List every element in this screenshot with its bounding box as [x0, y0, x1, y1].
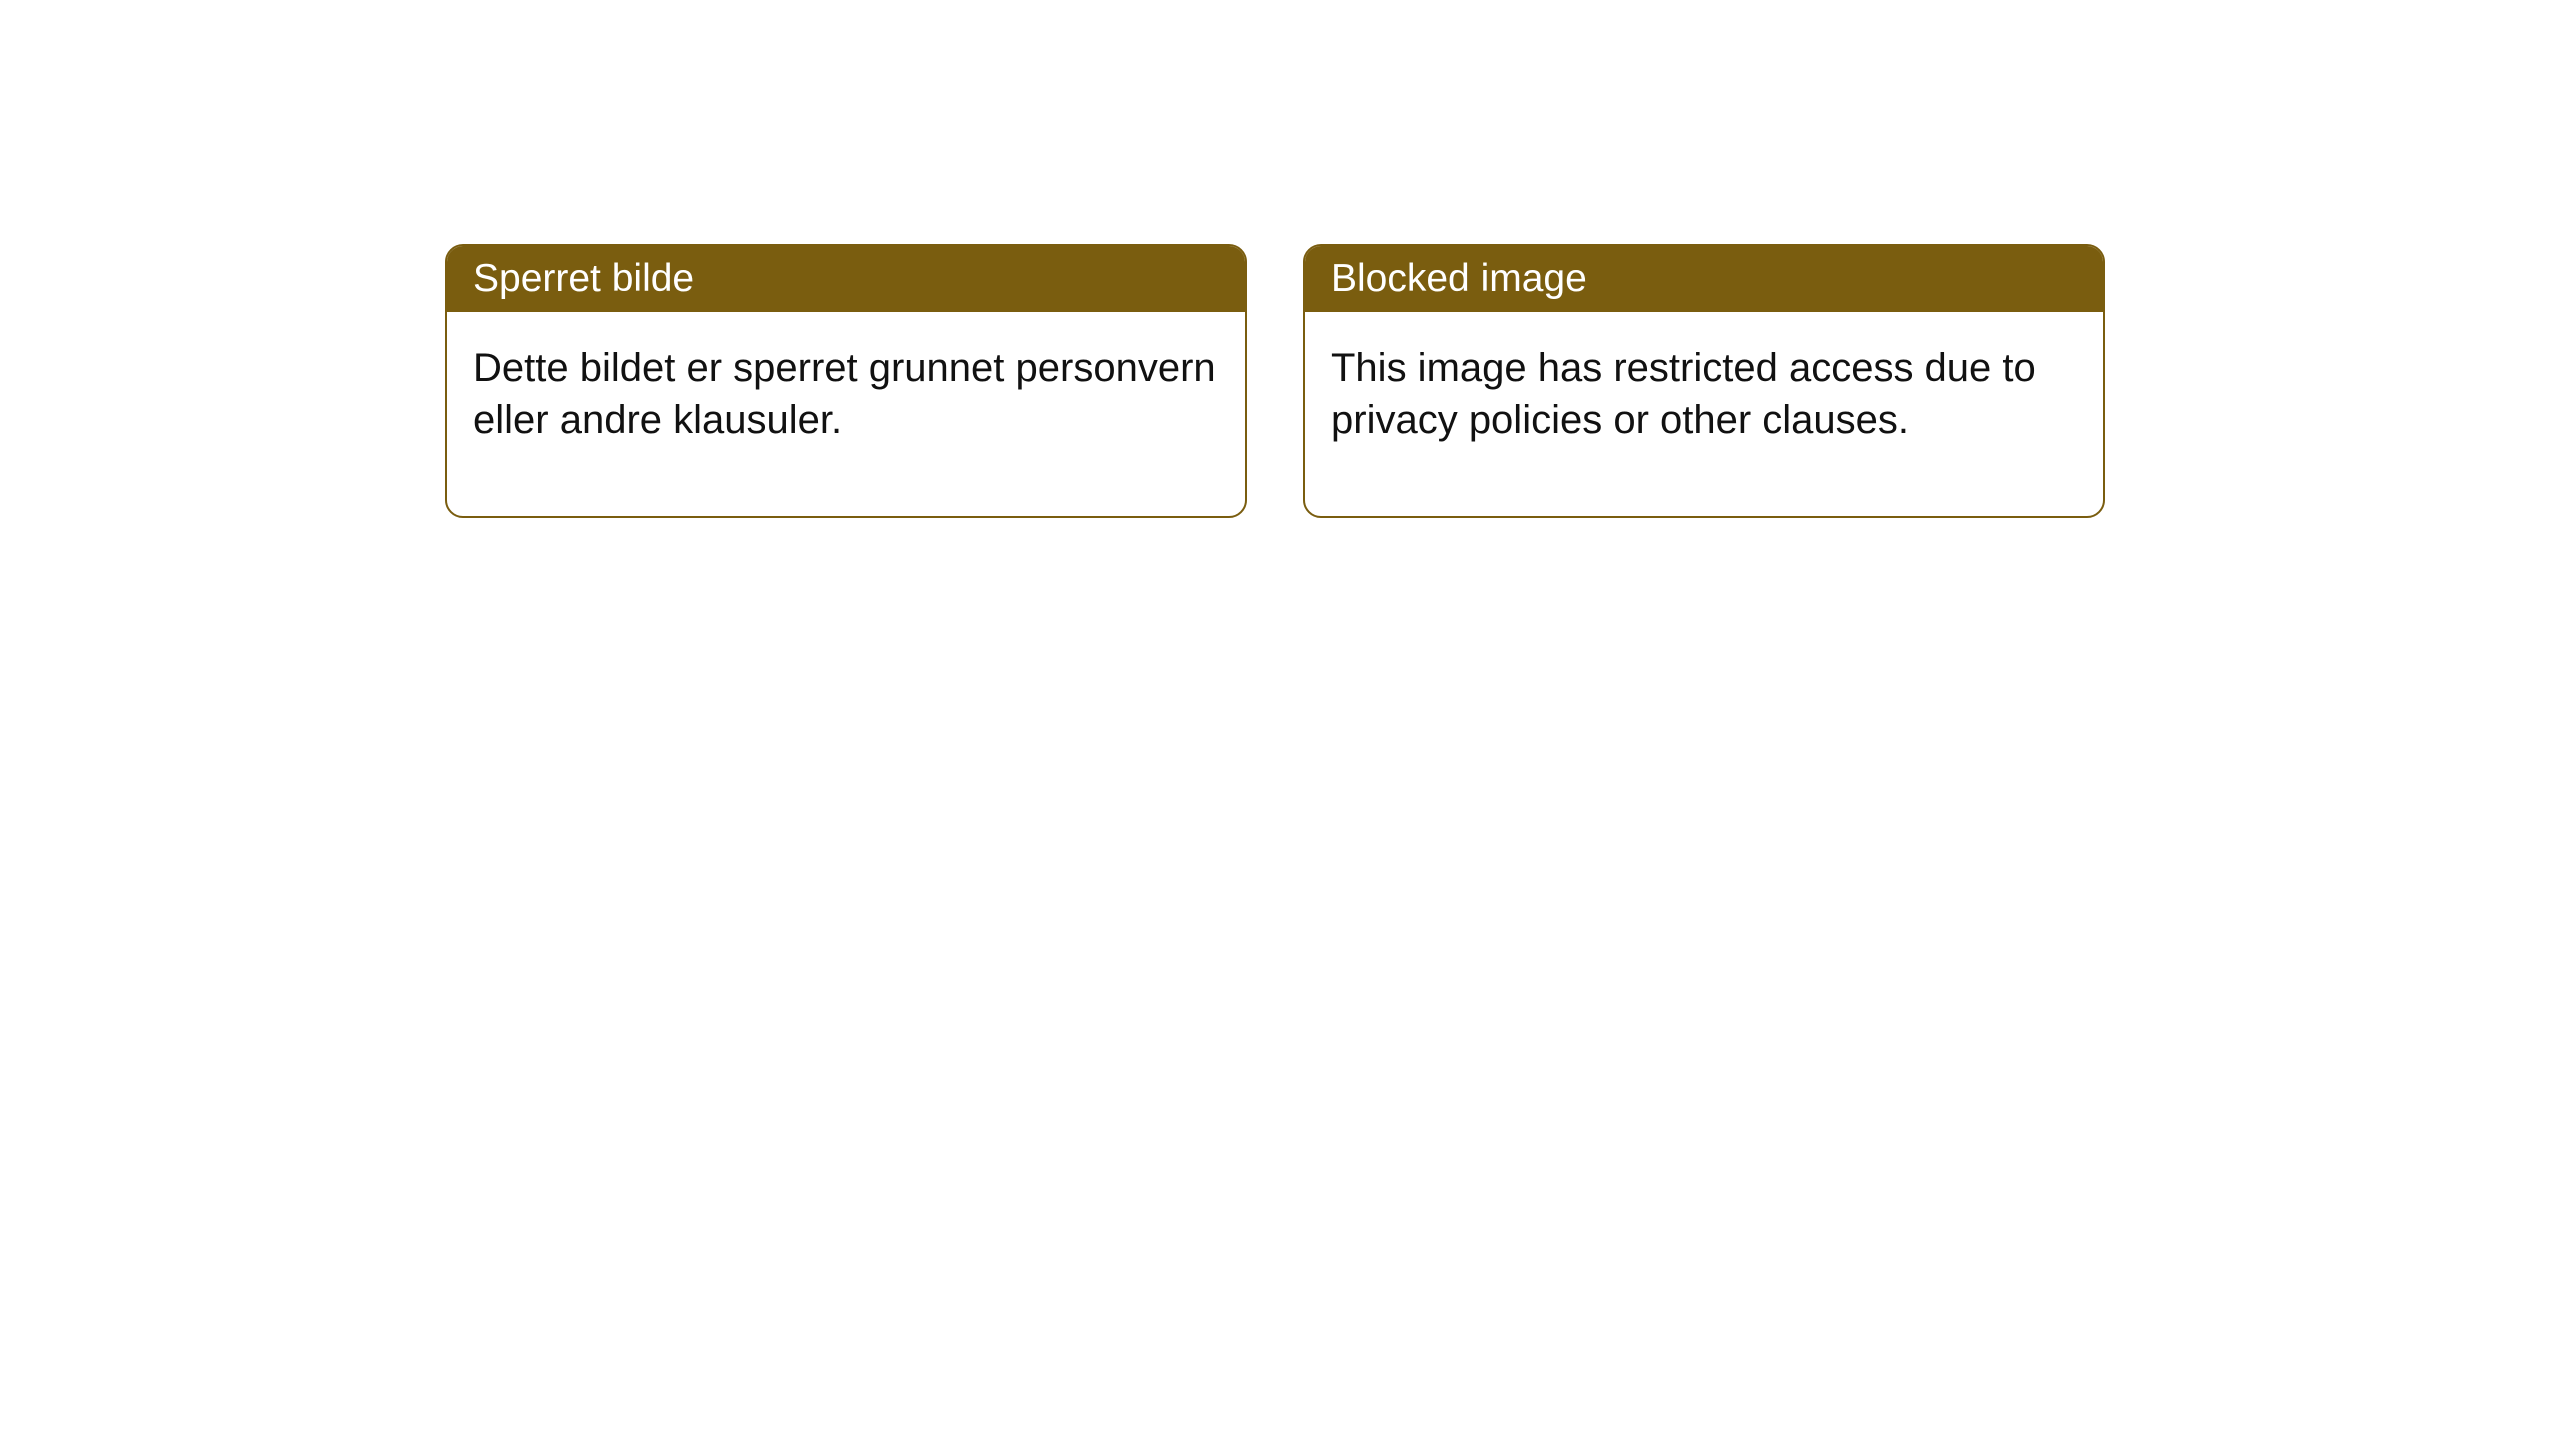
card-body-en: This image has restricted access due to …	[1305, 312, 2103, 516]
card-body-text-en: This image has restricted access due to …	[1331, 346, 2036, 442]
card-body-text-no: Dette bildet er sperret grunnet personve…	[473, 346, 1216, 442]
card-header-no: Sperret bilde	[447, 246, 1245, 312]
card-body-no: Dette bildet er sperret grunnet personve…	[447, 312, 1245, 516]
card-header-en: Blocked image	[1305, 246, 2103, 312]
card-title-en: Blocked image	[1331, 257, 1587, 300]
card-title-no: Sperret bilde	[473, 257, 694, 300]
blocked-image-card-en: Blocked image This image has restricted …	[1303, 244, 2105, 518]
notice-container: Sperret bilde Dette bildet er sperret gr…	[0, 0, 2560, 518]
blocked-image-card-no: Sperret bilde Dette bildet er sperret gr…	[445, 244, 1247, 518]
